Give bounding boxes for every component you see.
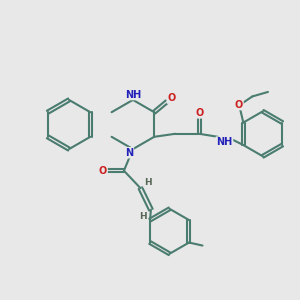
Text: O: O	[167, 93, 176, 103]
Text: H: H	[140, 212, 147, 221]
Text: O: O	[195, 108, 203, 118]
Text: N: N	[125, 148, 134, 158]
Text: O: O	[99, 166, 107, 176]
Text: NH: NH	[125, 89, 141, 100]
Text: NH: NH	[216, 137, 232, 147]
Text: H: H	[144, 178, 152, 187]
Text: O: O	[235, 100, 243, 110]
